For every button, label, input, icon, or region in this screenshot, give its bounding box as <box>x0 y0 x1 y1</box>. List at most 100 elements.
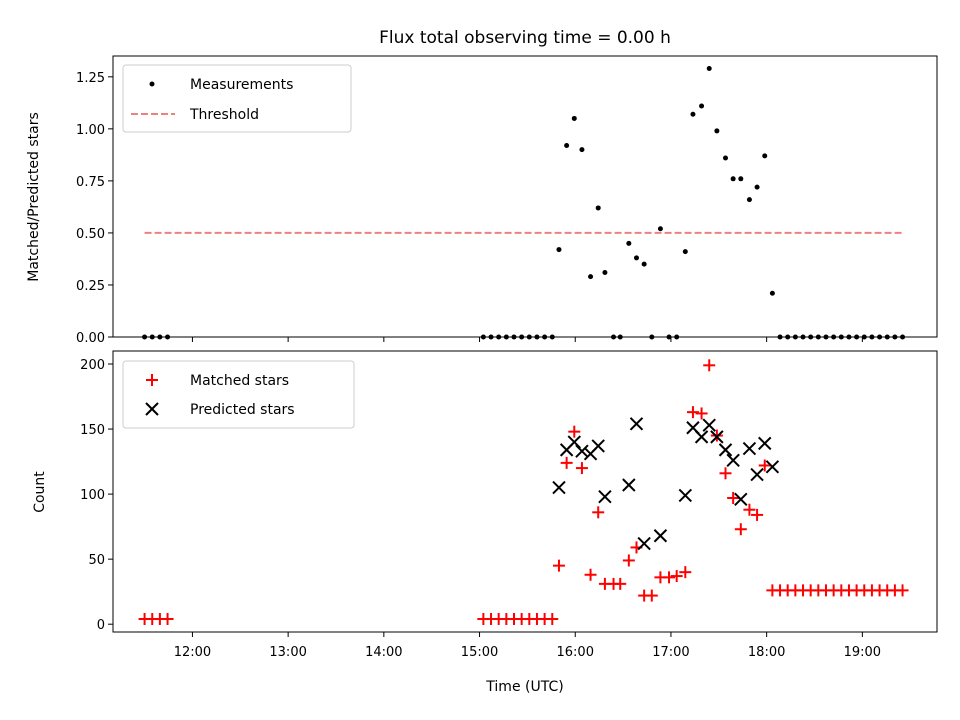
bottom-panel: 0 50 100 150 200 12:00 13:00 14:00 15:00 16:00 17… <box>32 350 938 695</box>
predicted-stars-point <box>758 436 772 451</box>
predicted-stars-point <box>734 492 748 507</box>
predicted-stars-point <box>702 418 716 432</box>
predicted-stars-point <box>742 441 757 456</box>
measurement-point <box>602 269 608 275</box>
bottom-ytick-label: 0 <box>97 618 105 633</box>
legend-measurements-label: Measurements <box>190 77 293 93</box>
matched-stars-point <box>751 508 764 521</box>
measurement-point <box>633 255 639 261</box>
top-ytick-label: 0.00 <box>76 331 105 346</box>
top-ylabel: Matched/Predicted stars <box>26 112 42 282</box>
legend-measurements-marker <box>149 81 155 87</box>
measurement-point <box>762 153 768 159</box>
bottom-ytick-label: 200 <box>80 358 105 373</box>
bottom-xtick-label: 17:00 <box>652 645 689 660</box>
measurement-point <box>626 240 632 246</box>
measurement-point <box>769 290 775 296</box>
bottom-ytick-label: 100 <box>80 488 105 503</box>
top-series-0 <box>142 65 906 340</box>
matched-stars-point <box>703 359 716 372</box>
top-ytick-label: 0.75 <box>76 175 105 190</box>
measurement-point <box>722 155 728 161</box>
top-yaxis-ticks: 0.00 0.25 0.50 0.75 1.00 1.25 <box>76 71 113 346</box>
matched-stars-point <box>161 612 174 625</box>
measurement-point <box>579 147 585 153</box>
measurement-point <box>754 184 760 190</box>
predicted-stars-point <box>552 480 566 495</box>
measurement-point <box>641 261 647 267</box>
matched-stars-point <box>727 492 740 505</box>
predicted-stars-point <box>718 443 733 457</box>
measurement-point <box>690 111 696 117</box>
measurement-point <box>730 176 736 182</box>
bottom-yaxis-ticks: 0 50 100 150 200 <box>80 358 113 633</box>
legend-matched-marker <box>146 374 158 386</box>
bottom-legend: Matched stars Predicted stars <box>122 360 355 429</box>
predicted-stars-point <box>710 430 724 444</box>
predicted-stars-point <box>637 536 651 551</box>
matched-stars-point <box>734 523 747 536</box>
predicted-stars-point <box>598 489 612 504</box>
matched-stars-point <box>575 462 588 475</box>
bottom-series-0 <box>138 359 909 625</box>
predicted-stars-point <box>694 430 709 444</box>
matched-stars-point <box>686 406 699 419</box>
top-panel: 0.00 0.25 0.50 0.75 1.00 1.25 Matched/Predict… <box>26 55 938 346</box>
predicted-stars-point <box>622 478 636 492</box>
predicted-stars-point <box>765 460 780 474</box>
measurement-point <box>556 247 562 253</box>
bottom-ylabel: Count <box>32 471 48 513</box>
top-xaxis-ticks <box>191 337 863 342</box>
bottom-xtick-label: 16:00 <box>557 645 594 660</box>
bottom-xtick-label: 12:00 <box>174 645 211 660</box>
legend-predicted-label: Predicted stars <box>190 402 295 418</box>
matched-stars-point <box>592 506 605 519</box>
bottom-plot-frame <box>112 350 938 633</box>
bottom-xtick-label: 18:00 <box>748 645 785 660</box>
bottom-ytick-label: 50 <box>88 553 105 568</box>
matched-stars-point <box>560 456 573 469</box>
bottom-marks <box>138 359 909 625</box>
top-ytick-label: 0.50 <box>76 227 105 242</box>
top-legend: Measurements Threshold <box>122 64 352 133</box>
measurement-point <box>564 143 570 149</box>
matched-stars-point <box>758 459 771 472</box>
measurement-point <box>706 65 712 71</box>
matched-stars-point <box>679 566 692 579</box>
chart-title: Flux total observing time = 0.00 h <box>379 28 671 48</box>
bottom-xlabel: Time (UTC) <box>485 679 563 695</box>
matched-stars-point <box>622 554 635 567</box>
top-ytick-label: 1.25 <box>76 71 105 86</box>
predicted-stars-point <box>726 453 740 467</box>
measurement-point <box>682 249 688 255</box>
measurement-point <box>657 226 663 232</box>
matched-stars-point <box>568 425 581 438</box>
matched-stars-point <box>670 570 683 583</box>
legend-matched-label: Matched stars <box>190 373 289 389</box>
measurement-point <box>714 128 720 134</box>
matched-stars-point <box>552 559 565 572</box>
legend-predicted-marker <box>145 402 159 416</box>
measurement-point <box>595 205 601 211</box>
bottom-xaxis-ticks: 12:00 13:00 14:00 15:00 16:00 17:00 18:00 19:00 <box>174 632 881 660</box>
matched-stars-point <box>584 568 597 581</box>
predicted-stars-point <box>678 488 693 503</box>
measurement-point <box>699 103 705 109</box>
bottom-ytick-label: 150 <box>80 423 105 438</box>
bottom-series-1 <box>552 417 780 551</box>
measurement-point <box>746 197 752 203</box>
matched-stars-point <box>896 584 909 597</box>
matched-stars-point <box>695 407 708 420</box>
bottom-xtick-label: 19:00 <box>844 645 881 660</box>
measurement-point <box>738 176 744 182</box>
bottom-legend-box <box>122 360 355 429</box>
matched-stars-point <box>719 467 732 480</box>
top-marks <box>142 65 906 340</box>
measurement-point <box>588 274 594 280</box>
matched-stars-point <box>546 612 559 625</box>
predicted-stars-point <box>653 529 668 543</box>
predicted-stars-point <box>750 467 764 482</box>
predicted-stars-point <box>591 439 605 453</box>
top-ytick-label: 0.25 <box>76 279 105 294</box>
